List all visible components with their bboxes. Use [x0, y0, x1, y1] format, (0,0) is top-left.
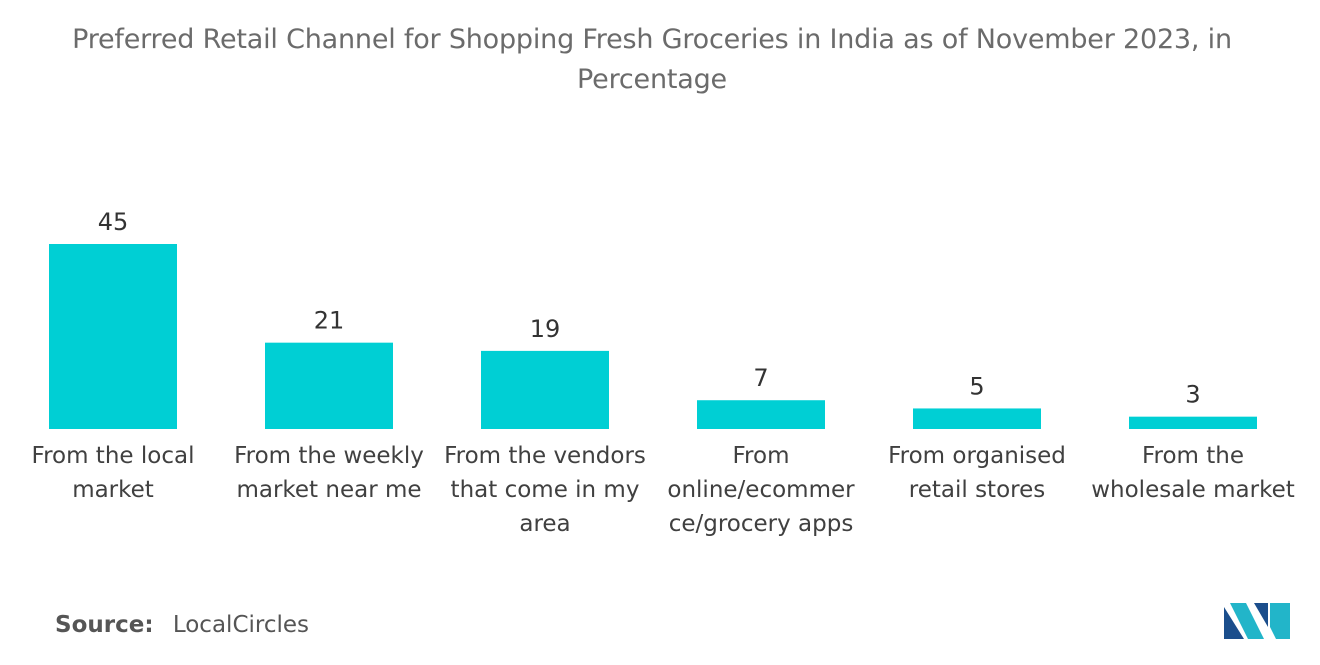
value-label-5: 5 — [969, 372, 984, 400]
category-label-2: From the weekly market near me — [234, 443, 424, 503]
category-label-4: From online/ecommer ce/grocery apps — [667, 443, 855, 537]
category-label-1: From the local market — [32, 443, 195, 503]
value-label-3: 19 — [530, 315, 561, 343]
logo-shape-mid-right — [1254, 603, 1268, 627]
category-label-3: From the vendors that come in my area — [444, 443, 646, 537]
value-label-2: 21 — [314, 307, 345, 335]
value-label-6: 3 — [1185, 381, 1200, 409]
chart-title: Preferred Retail Channel for Shopping Fr… — [72, 24, 1232, 95]
value-label-4: 7 — [753, 364, 768, 392]
source-value: LocalCircles — [172, 612, 310, 638]
source-line: Source: LocalCircles — [55, 612, 309, 638]
bar-2 — [265, 342, 393, 429]
brand-logo-icon — [1224, 603, 1290, 639]
bar-3 — [481, 350, 609, 429]
category-label-6: From the wholesale market — [1091, 443, 1295, 503]
bar-1 — [49, 244, 177, 429]
bar-6 — [1129, 416, 1257, 429]
logo-shape-right — [1270, 603, 1290, 639]
bar-4 — [697, 400, 825, 429]
category-label-5: From organised retail stores — [888, 443, 1066, 503]
source-label: Source: — [55, 612, 154, 638]
bar-chart: 45 From the local market 21 From the weekly m… — [32, 208, 1295, 537]
logo-shape-mid-left — [1230, 603, 1264, 639]
logo-shape-left — [1224, 607, 1244, 639]
bar-5 — [913, 408, 1041, 429]
value-label-1: 45 — [98, 208, 129, 236]
